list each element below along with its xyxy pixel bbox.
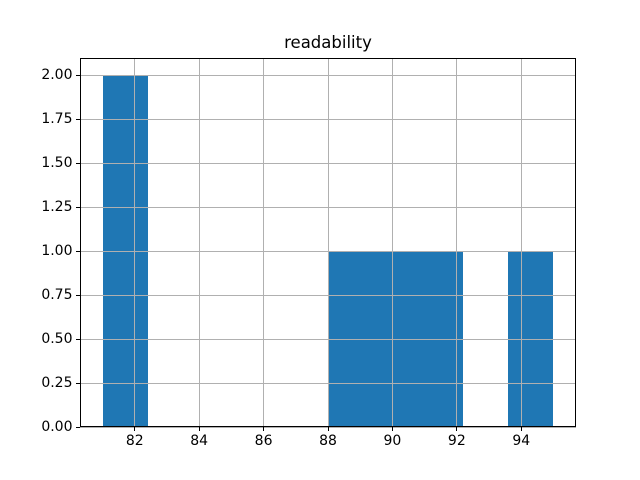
x-tick-label: 86 bbox=[254, 432, 273, 449]
x-tick-mark bbox=[263, 427, 265, 432]
chart-title: readability bbox=[284, 33, 372, 52]
y-tick-label: 0.50 bbox=[41, 330, 73, 347]
spine-right bbox=[575, 57, 576, 428]
y-tick-mark bbox=[76, 294, 80, 296]
gridline-vertical bbox=[391, 57, 393, 428]
gridline-vertical bbox=[327, 57, 329, 428]
gridline-horizontal bbox=[80, 118, 576, 120]
y-tick-label: 1.50 bbox=[41, 154, 73, 171]
x-tick-label: 82 bbox=[125, 432, 144, 449]
y-tick-mark bbox=[76, 206, 80, 208]
gridline-vertical bbox=[456, 57, 458, 428]
x-tick-label: 88 bbox=[319, 432, 337, 449]
gridline-vertical bbox=[198, 57, 200, 428]
x-tick-mark bbox=[198, 427, 200, 432]
y-tick-label: 0.75 bbox=[41, 286, 73, 303]
y-tick-mark bbox=[76, 162, 80, 164]
gridline-horizontal bbox=[80, 206, 576, 208]
x-tick-label: 92 bbox=[447, 432, 466, 449]
y-tick-label: 0.25 bbox=[41, 374, 73, 391]
x-tick-mark bbox=[456, 427, 458, 432]
gridline-horizontal bbox=[80, 382, 576, 384]
x-tick-mark bbox=[520, 427, 522, 432]
y-tick-mark bbox=[76, 118, 80, 120]
gridline-vertical bbox=[520, 57, 522, 428]
gridline-horizontal bbox=[80, 338, 576, 340]
gridline-horizontal bbox=[80, 162, 576, 164]
x-tick-label: 94 bbox=[512, 432, 531, 449]
y-tick-label: 2.00 bbox=[41, 66, 73, 83]
y-tick-mark bbox=[76, 74, 80, 76]
plot-area bbox=[80, 57, 576, 428]
spine-left bbox=[80, 57, 81, 428]
y-tick-mark bbox=[76, 382, 80, 384]
gridline-horizontal bbox=[80, 74, 576, 76]
x-tick-mark bbox=[391, 427, 393, 432]
y-tick-mark bbox=[76, 250, 80, 252]
x-tick-label: 84 bbox=[190, 432, 209, 449]
y-tick-label: 0.00 bbox=[41, 418, 73, 435]
y-tick-label: 1.25 bbox=[41, 198, 73, 215]
y-tick-label: 1.75 bbox=[41, 110, 73, 127]
y-tick-label: 1.00 bbox=[41, 242, 73, 259]
spine-bottom bbox=[80, 426, 576, 428]
y-tick-mark bbox=[76, 426, 80, 428]
y-tick-mark bbox=[76, 338, 80, 340]
x-tick-label: 90 bbox=[383, 432, 402, 449]
gridline-horizontal bbox=[80, 294, 576, 296]
spine-top bbox=[80, 57, 576, 59]
gridline-horizontal bbox=[80, 250, 576, 252]
gridline-vertical bbox=[134, 57, 136, 428]
x-tick-mark bbox=[134, 427, 136, 432]
x-tick-mark bbox=[327, 427, 329, 432]
gridline-vertical bbox=[263, 57, 265, 428]
